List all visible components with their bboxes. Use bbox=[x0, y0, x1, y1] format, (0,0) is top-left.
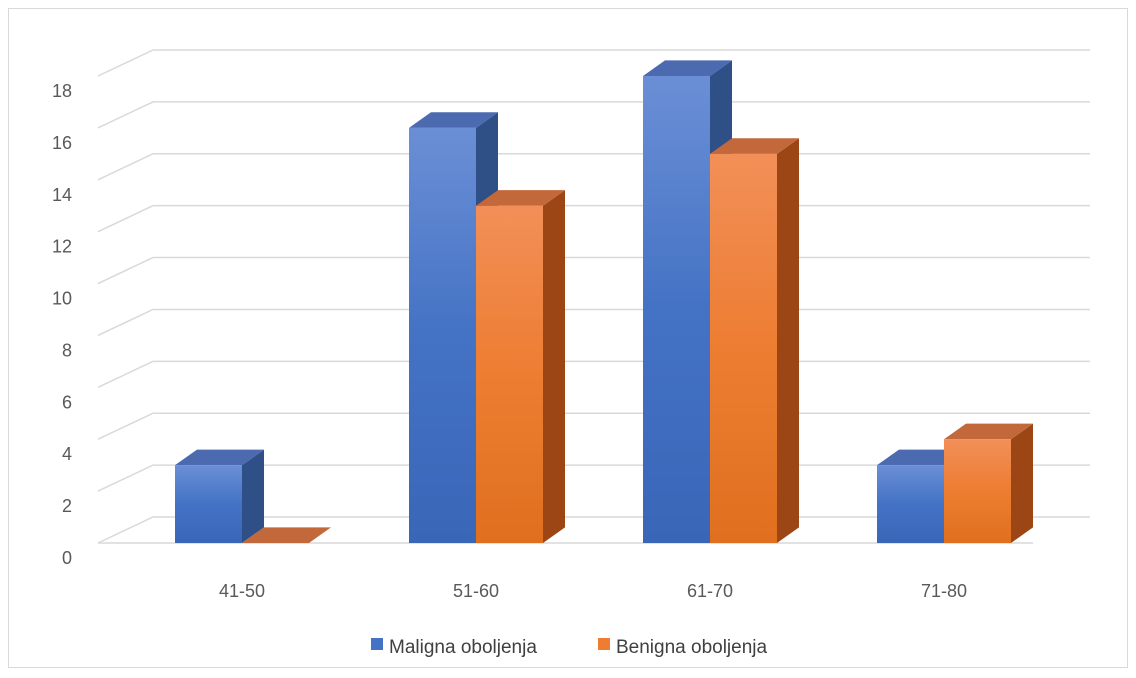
bar bbox=[944, 423, 1033, 543]
bar-top bbox=[175, 449, 264, 466]
bar-side bbox=[242, 449, 264, 543]
bar-side bbox=[543, 190, 565, 543]
chart-frame bbox=[8, 8, 1128, 668]
gridline bbox=[97, 256, 1090, 285]
bar bbox=[710, 138, 799, 544]
y-tick-labels: 0 2 4 6 8 10 12 14 16 18 bbox=[52, 81, 72, 568]
bar-front bbox=[710, 153, 777, 544]
gridline bbox=[97, 49, 1090, 77]
y-tick-label: 14 bbox=[52, 185, 72, 205]
gridline bbox=[97, 101, 1090, 129]
y-tick-label: 6 bbox=[62, 392, 72, 412]
bar-top bbox=[643, 60, 732, 76]
y-tick-label: 18 bbox=[52, 81, 72, 101]
bar-front bbox=[476, 205, 543, 543]
bar-front bbox=[944, 439, 1011, 543]
x-tick-label: 41-50 bbox=[219, 581, 265, 601]
bar-top bbox=[877, 449, 966, 466]
gridline bbox=[97, 204, 1090, 233]
y-tick-label: 16 bbox=[52, 133, 72, 153]
bar bbox=[476, 190, 565, 543]
x-tick-label: 61-70 bbox=[687, 581, 733, 601]
gridline bbox=[97, 153, 1090, 181]
gridline bbox=[97, 308, 1090, 337]
bar-front bbox=[643, 76, 710, 543]
bar-top bbox=[242, 527, 331, 543]
bar-top bbox=[476, 190, 565, 206]
legend-swatch-maligna bbox=[371, 638, 383, 650]
y-tick-label: 12 bbox=[52, 237, 72, 257]
legend-label-benigna: Benigna oboljenja bbox=[616, 637, 768, 658]
legend-label-maligna: Maligna oboljenja bbox=[389, 637, 537, 658]
bar-top bbox=[409, 112, 498, 128]
bar-side bbox=[1011, 423, 1033, 543]
bar-top bbox=[710, 138, 799, 154]
category-labels: 41-50 51-60 61-70 71-80 bbox=[219, 581, 967, 601]
y-tick-label: 10 bbox=[52, 289, 72, 309]
y-tick-label: 0 bbox=[62, 548, 72, 568]
legend-swatch-benigna bbox=[598, 638, 610, 650]
y-tick-label: 8 bbox=[62, 340, 72, 360]
bar-front bbox=[175, 465, 242, 543]
bar bbox=[175, 449, 264, 543]
x-tick-label: 51-60 bbox=[453, 581, 499, 601]
x-tick-label: 71-80 bbox=[921, 581, 967, 601]
bar bbox=[242, 527, 331, 543]
y-tick-label: 4 bbox=[62, 444, 72, 464]
bar-side bbox=[777, 138, 799, 543]
bar-front bbox=[409, 127, 476, 543]
bars-layer bbox=[175, 60, 1033, 544]
legend: Maligna oboljenja Benigna oboljenja bbox=[371, 637, 768, 658]
gridline bbox=[97, 360, 1090, 389]
bar-top bbox=[944, 423, 1033, 440]
y-tick-label: 2 bbox=[62, 496, 72, 516]
gridline bbox=[97, 412, 1090, 440]
bar-front bbox=[877, 465, 944, 543]
